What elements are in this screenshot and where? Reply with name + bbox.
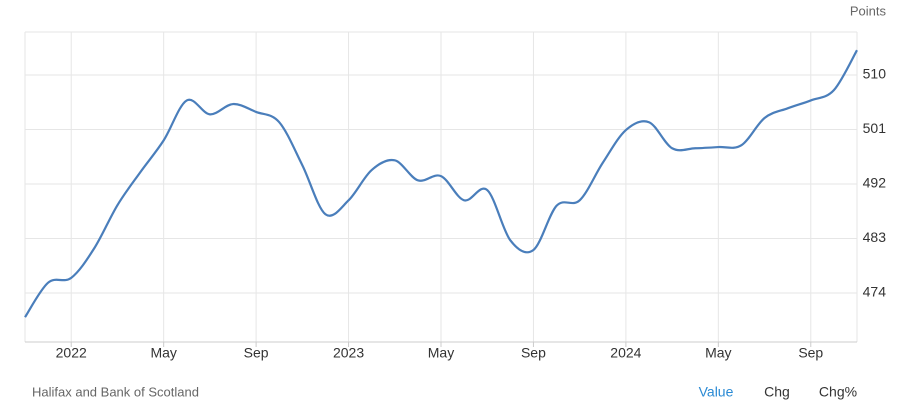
x-tick-label: 2024 <box>610 345 641 361</box>
x-tick-label: Sep <box>244 345 269 361</box>
x-tick-label: 2023 <box>333 345 364 361</box>
x-tick-label: May <box>150 345 176 361</box>
value-button[interactable]: Value <box>699 384 734 400</box>
y-tick-label: 474 <box>863 284 887 300</box>
y-tick-label: 483 <box>863 229 887 245</box>
x-tick-label: 2022 <box>56 345 87 361</box>
y-axis-unit: Points <box>850 3 887 18</box>
x-tick-label: May <box>428 345 454 361</box>
chg-pct-button[interactable]: Chg% <box>819 384 857 400</box>
y-tick-label: 492 <box>863 175 887 191</box>
line <box>24 49 858 318</box>
x-tick-label: May <box>705 345 731 361</box>
chg-button[interactable]: Chg <box>764 384 790 400</box>
source: Halifax and Bank of Scotland <box>32 384 199 399</box>
y-tick-label: 501 <box>863 120 887 136</box>
x-tick-label: Sep <box>521 345 546 361</box>
y-tick-label: 510 <box>863 66 887 82</box>
x-tick-label: Sep <box>798 345 823 361</box>
